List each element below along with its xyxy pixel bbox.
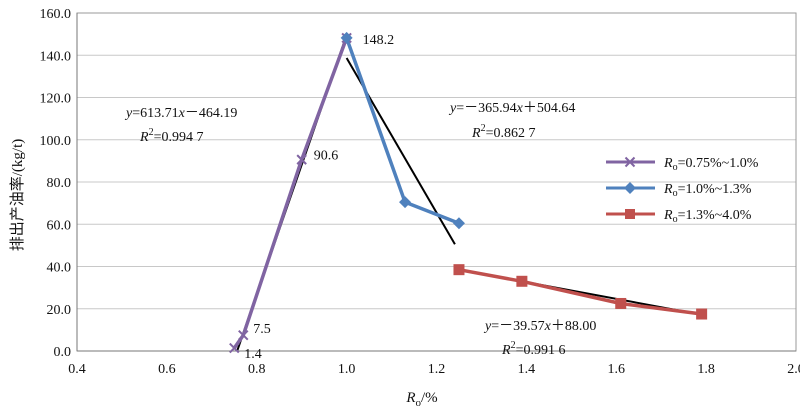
data-label: 148.2 xyxy=(363,33,395,48)
tick-labels: 0.0 20.0 40.0 60.0 80.0 100.0 120.0 140.0 160.0 0… xyxy=(40,7,800,377)
data-label: 7.5 xyxy=(253,322,270,337)
series-line-1 xyxy=(232,37,349,350)
series-line-3 xyxy=(458,267,702,316)
data-point-diamond-marker xyxy=(452,217,465,230)
y-tick-label: 80.0 xyxy=(47,176,72,191)
x-tick-label: 0.4 xyxy=(68,362,86,377)
svg-text:R2=0.862 7: R2=0.862 7 xyxy=(471,123,535,141)
x-tick-label: 0.6 xyxy=(158,362,176,377)
y-tick-label: 40.0 xyxy=(47,261,72,276)
data-point-x-marker xyxy=(229,342,240,354)
data-point-square-marker xyxy=(696,308,708,320)
svg-text:y=613.71x－464.19: y=613.71x－464.19 xyxy=(124,106,237,121)
annotation-equation-3: y=－39.57x＋88.00 R2=0.991 6 xyxy=(483,319,596,358)
data-label: 1.4 xyxy=(244,347,262,362)
x-tick-label: 1.2 xyxy=(428,362,446,377)
legend-marker-square-icon xyxy=(625,209,635,219)
y-tick-label: 0.0 xyxy=(54,345,72,360)
data-point-square-marker xyxy=(615,297,627,309)
legend-marker-diamond-icon xyxy=(624,182,636,194)
y-tick-label: 60.0 xyxy=(47,218,72,233)
svg-text:y=－365.94x＋504.64: y=－365.94x＋504.64 xyxy=(448,101,575,116)
x-tick-label: 0.8 xyxy=(248,362,266,377)
legend-item-2: Ro=1.0%~1.3% xyxy=(606,182,752,199)
data-label: 90.6 xyxy=(314,149,339,164)
y-tick-label: 160.0 xyxy=(40,7,72,22)
annotation-equation-1: y=613.71x－464.19 R2=0.994 7 xyxy=(124,106,237,145)
data-labels: 148.2 90.6 7.5 1.4 xyxy=(244,33,394,362)
x-tick-label: 1.0 xyxy=(338,362,356,377)
annotation-equation-2: y=－365.94x＋504.64 R2=0.862 7 xyxy=(448,101,575,141)
x-tick-label: 2.0 xyxy=(787,362,800,377)
svg-text:Ro=1.3%~4.0%: Ro=1.3%~4.0% xyxy=(663,208,752,225)
svg-text:y=－39.57x＋88.00: y=－39.57x＋88.00 xyxy=(483,319,596,334)
legend-marker-x-icon xyxy=(624,156,636,168)
y-tick-label: 120.0 xyxy=(40,92,72,107)
data-point-x-marker xyxy=(238,329,249,341)
data-point-diamond-marker xyxy=(399,196,412,209)
y-axis-title: 排出产油率/(kg/t) xyxy=(9,139,26,252)
svg-text:R2=0.991 6: R2=0.991 6 xyxy=(501,340,565,358)
y-tick-label: 140.0 xyxy=(40,49,72,64)
legend-item-1: Ro=0.75%~1.0% xyxy=(606,156,759,173)
data-point-x-marker xyxy=(296,154,307,165)
data-point-square-marker xyxy=(516,275,528,287)
y-tick-label: 100.0 xyxy=(40,134,72,149)
data-point-square-marker xyxy=(453,264,465,276)
axes xyxy=(76,12,797,352)
x-tick-label: 1.8 xyxy=(697,362,715,377)
x-tick-label: 1.4 xyxy=(518,362,536,377)
legend: Ro=0.75%~1.0% Ro=1.0%~1.3% Ro=1.3%~4.0% xyxy=(606,156,759,225)
legend-item-3: Ro=1.3%~4.0% xyxy=(606,208,752,225)
x-axis-title: Ro/% xyxy=(405,390,437,409)
y-tick-label: 20.0 xyxy=(47,303,72,318)
x-tick-label: 1.6 xyxy=(608,362,626,377)
series-markers xyxy=(229,31,708,354)
svg-text:Ro=0.75%~1.0%: Ro=0.75%~1.0% xyxy=(663,156,759,173)
gridlines xyxy=(77,12,796,310)
data-point-diamond-marker xyxy=(340,31,353,44)
svg-text:R2=0.994 7: R2=0.994 7 xyxy=(139,127,203,145)
svg-text:Ro=1.0%~1.3%: Ro=1.0%~1.3% xyxy=(663,182,752,199)
